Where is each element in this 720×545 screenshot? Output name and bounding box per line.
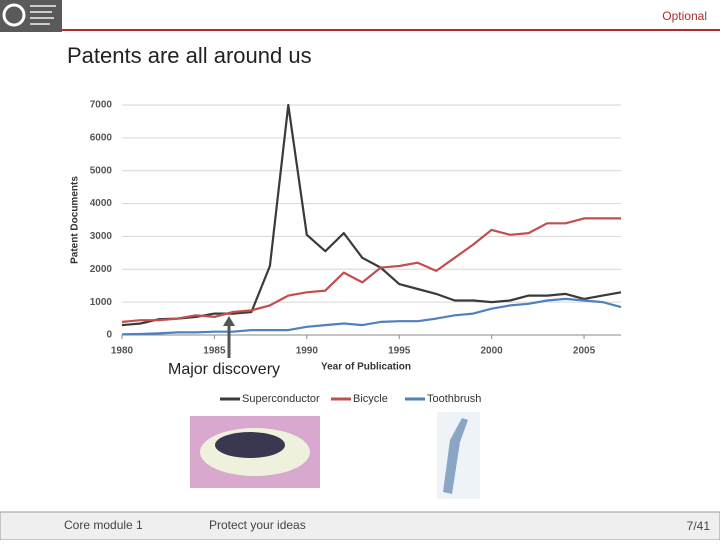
x-tick-label: 1980 xyxy=(111,346,134,357)
footer-topic: Protect your ideas xyxy=(209,518,306,532)
x-tick-label: 1995 xyxy=(388,346,411,357)
footer: Core module 1 Protect your ideas 7/41 xyxy=(0,511,720,541)
y-tick-label: 3000 xyxy=(90,231,113,242)
x-tick-label: 1985 xyxy=(203,346,226,357)
y-tick-label: 5000 xyxy=(90,165,113,176)
y-tick-label: 7000 xyxy=(90,100,113,111)
series-line xyxy=(121,297,622,336)
legend-label: Toothbrush xyxy=(427,393,481,405)
logo xyxy=(0,0,62,32)
y-axis-title: Patent Documents xyxy=(70,176,81,264)
y-tick-label: 2000 xyxy=(90,264,113,275)
x-tick-label: 2005 xyxy=(573,346,596,357)
chart: 0 1000 2000 3000 4000 5000 6000 7000 1980 1985 199… xyxy=(90,100,622,405)
legend-label: Bicycle xyxy=(353,393,388,405)
y-tick-label: 4000 xyxy=(90,198,113,209)
annotation: Major discovery xyxy=(168,361,280,378)
annotation-arrow xyxy=(223,316,235,358)
x-tick-label: 1990 xyxy=(296,346,319,357)
toothbrush-photo xyxy=(437,412,480,499)
legend-label: Superconductor xyxy=(242,393,320,405)
superconductor-photo xyxy=(190,416,320,488)
footer-module: Core module 1 xyxy=(64,518,143,532)
page-number: 7/41 xyxy=(687,519,711,533)
series-line xyxy=(121,217,621,323)
slide-title: Patents are all around us xyxy=(67,43,312,68)
badge: Optional xyxy=(662,9,707,23)
y-tick-label: 1000 xyxy=(90,297,113,308)
x-tick-label: 2000 xyxy=(481,346,504,357)
x-axis-title: Year of Publication xyxy=(321,362,411,373)
y-tick-label: 0 xyxy=(106,330,112,341)
y-tick-label: 6000 xyxy=(90,132,113,143)
